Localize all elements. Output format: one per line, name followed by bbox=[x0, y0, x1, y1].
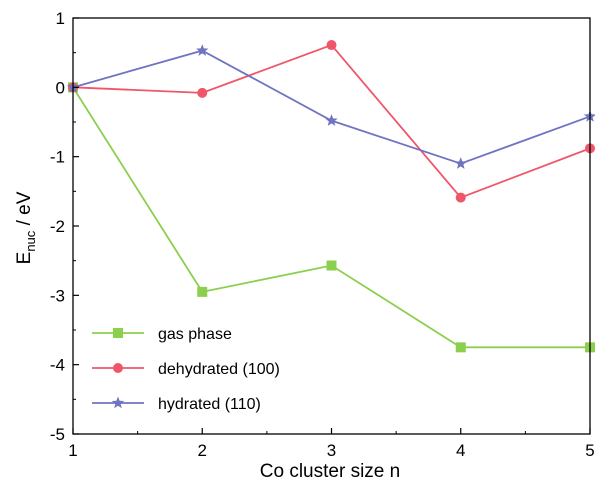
x-tick-label: 3 bbox=[327, 441, 336, 460]
chart-marks bbox=[67, 40, 595, 352]
series-line-0 bbox=[73, 87, 590, 347]
data-point-2-2 bbox=[325, 114, 337, 126]
y-tick-label: -4 bbox=[50, 356, 65, 375]
data-point-0-1 bbox=[197, 287, 207, 297]
data-point-1-2 bbox=[327, 40, 337, 50]
legend-marker-0 bbox=[113, 328, 123, 338]
data-point-1-1 bbox=[197, 88, 207, 98]
series-line-2 bbox=[73, 51, 590, 164]
legend-label-2: hydrated (110) bbox=[158, 396, 261, 413]
x-tick-label: 4 bbox=[456, 441, 465, 460]
legend-marker-1 bbox=[113, 363, 123, 373]
x-axis-title: Co cluster size n bbox=[260, 461, 400, 482]
data-point-2-1 bbox=[196, 44, 208, 56]
y-axis-title: Enuc / eV bbox=[14, 191, 38, 264]
data-point-2-3 bbox=[455, 157, 467, 169]
y-tick-label: -2 bbox=[50, 217, 65, 236]
data-point-0-2 bbox=[327, 261, 337, 271]
legend-marker-2 bbox=[112, 397, 124, 409]
y-tick-label: 0 bbox=[56, 78, 65, 97]
y-axis-title-main: E bbox=[14, 252, 35, 265]
legend-label-0: gas phase bbox=[158, 326, 232, 343]
y-axis-title-subscript: nuc bbox=[23, 230, 38, 251]
y-tick-label: -1 bbox=[50, 148, 65, 167]
data-point-1-3 bbox=[456, 193, 466, 203]
x-tick-label: 1 bbox=[68, 441, 77, 460]
y-tick-label: -3 bbox=[50, 286, 65, 305]
y-tick-label: -5 bbox=[50, 425, 65, 444]
x-tick-label: 5 bbox=[585, 441, 594, 460]
y-tick-label: 1 bbox=[56, 9, 65, 28]
legend: gas phase dehydrated (100) hydrated (110) bbox=[92, 326, 280, 413]
y-axis-title-unit: / eV bbox=[14, 191, 35, 230]
legend-label-1: dehydrated (100) bbox=[158, 361, 280, 378]
data-point-0-3 bbox=[456, 342, 466, 352]
axes: 10-1-2-3-4-51 2 3 4 5 bbox=[50, 9, 595, 460]
plot-frame bbox=[73, 18, 590, 434]
x-tick-label: 2 bbox=[198, 441, 207, 460]
